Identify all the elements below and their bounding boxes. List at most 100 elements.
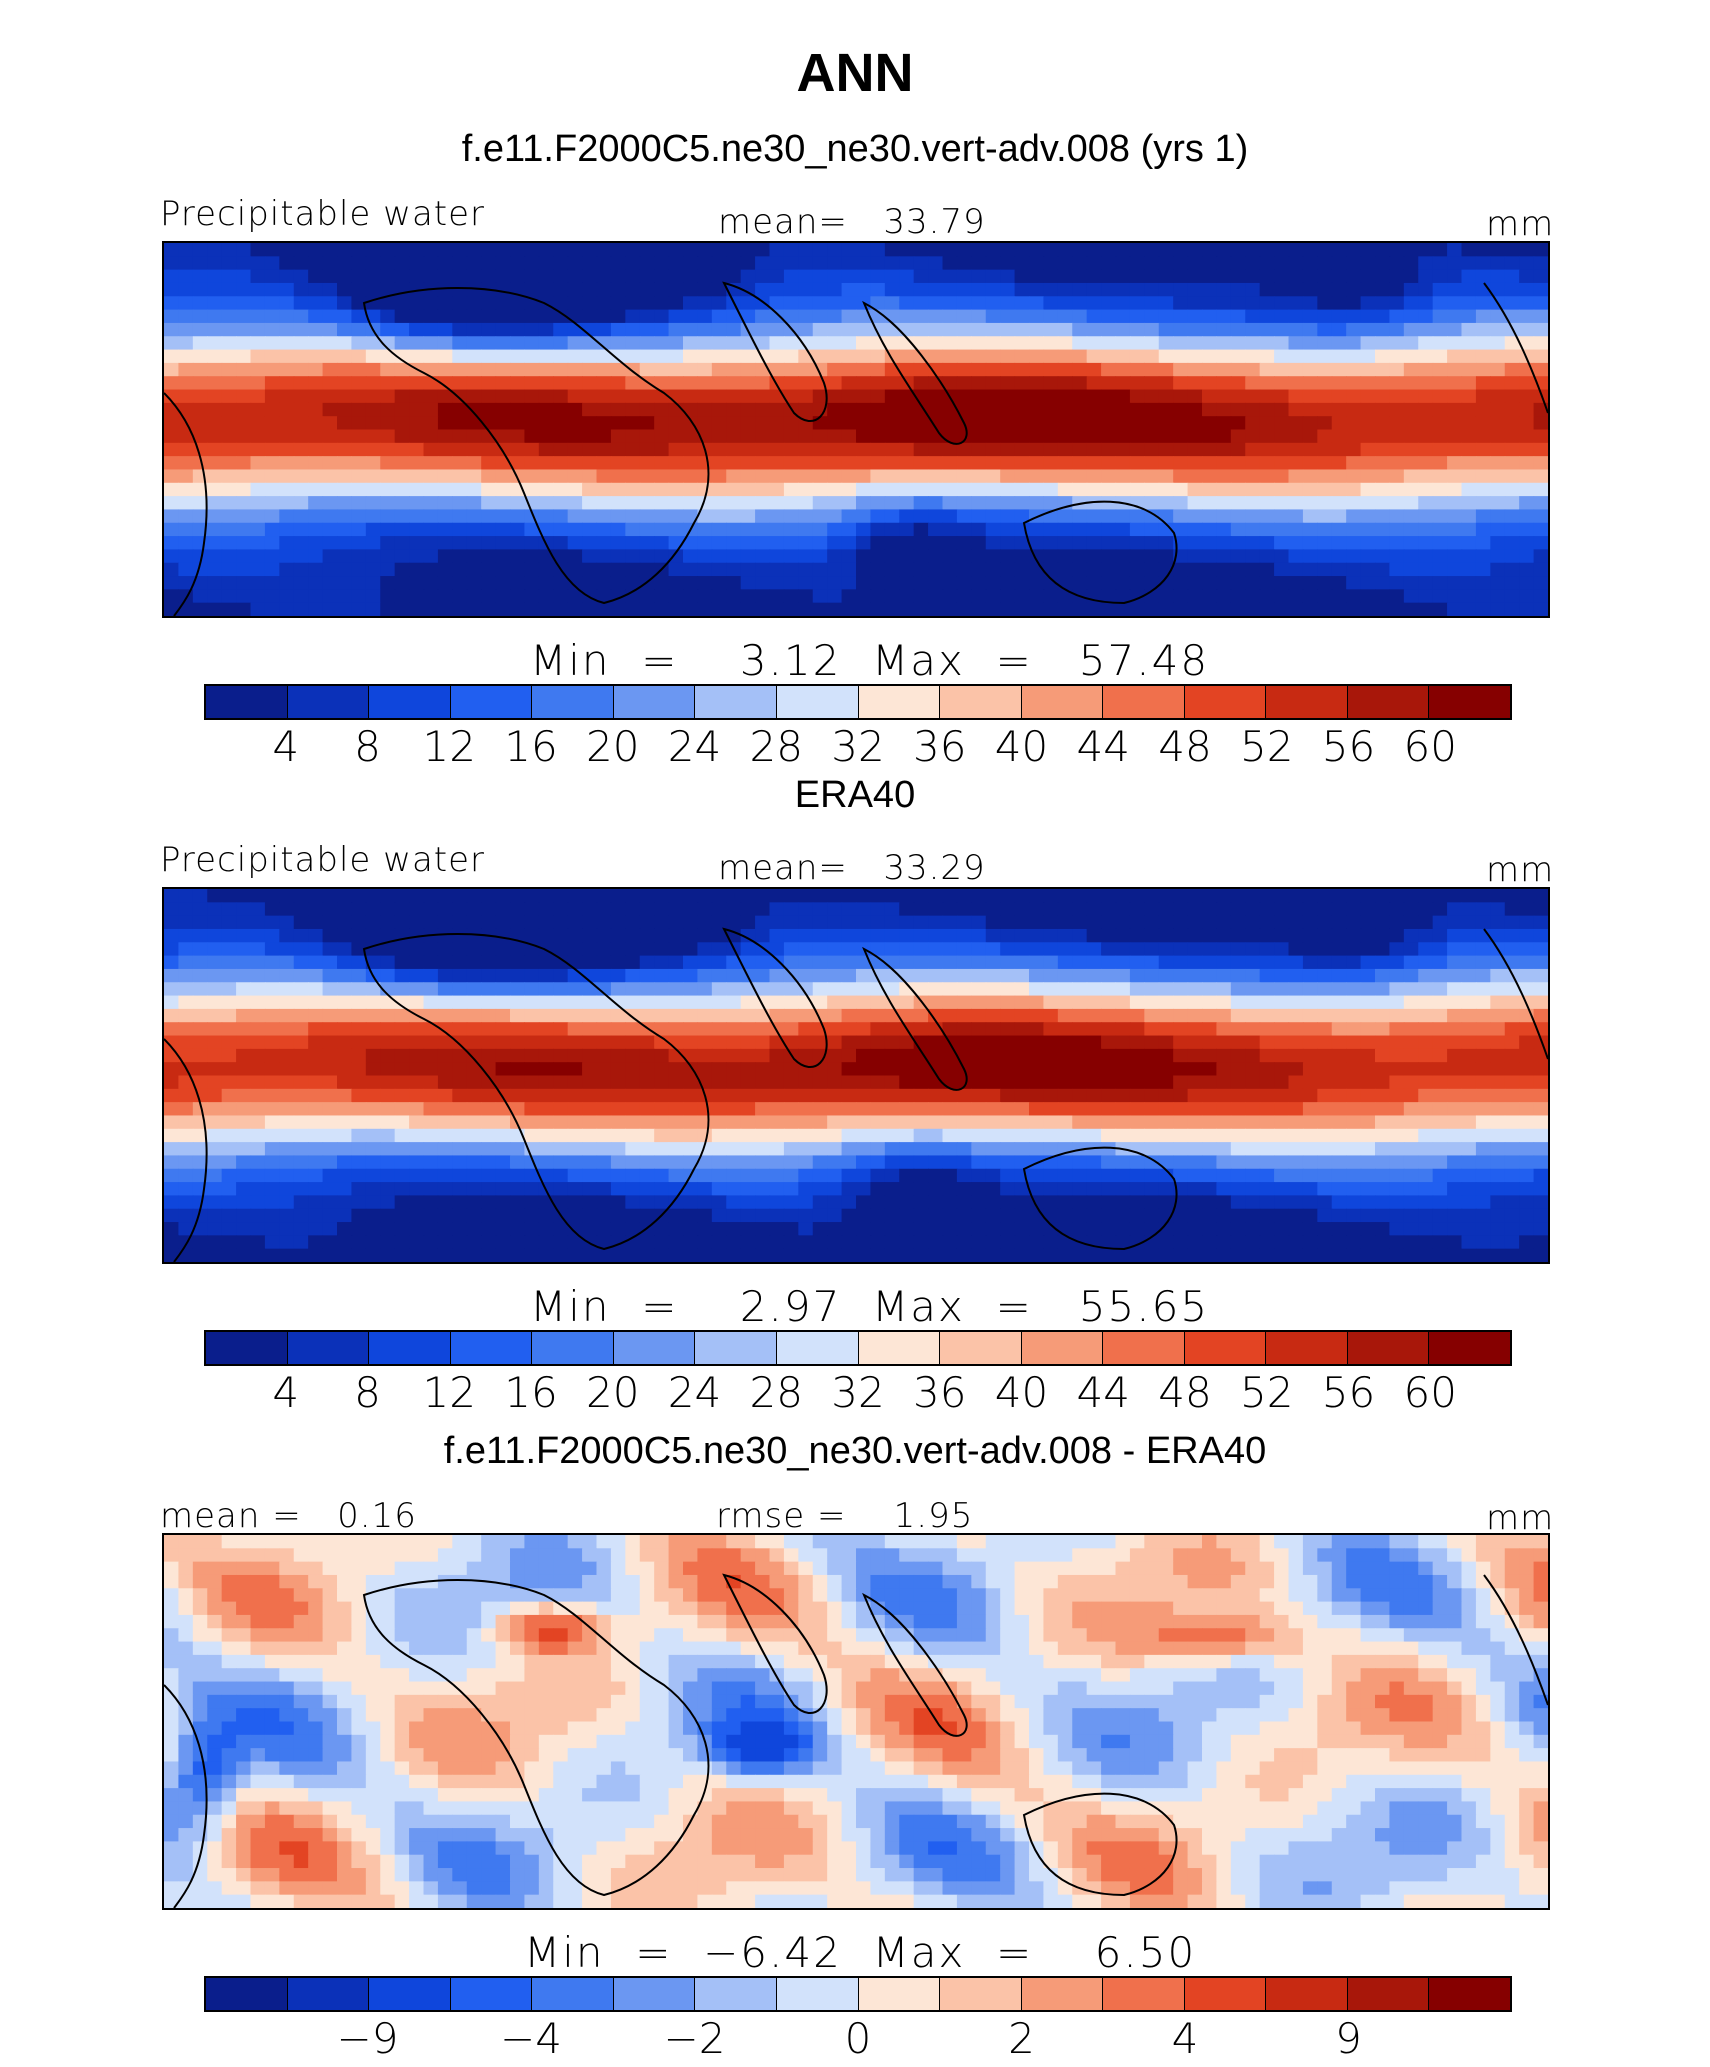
- field-cell: [942, 602, 958, 616]
- field-cell: [394, 1008, 410, 1023]
- field-cell: [524, 362, 540, 377]
- field-cell: [164, 968, 180, 983]
- field-cell: [740, 496, 756, 511]
- field-cell: [1187, 889, 1203, 903]
- field-cell: [827, 915, 843, 930]
- field-cell: [1519, 256, 1535, 271]
- field-cell: [610, 322, 626, 337]
- field-cell: [1259, 562, 1275, 577]
- field-cell: [596, 442, 612, 457]
- field-cell: [1375, 336, 1391, 351]
- field-cell: [1000, 982, 1016, 997]
- field-cell: [1447, 336, 1463, 351]
- field-cell: [1461, 509, 1477, 524]
- field-cell: [1331, 482, 1347, 497]
- field-cell: [971, 942, 987, 957]
- field-cell: [899, 1142, 915, 1157]
- field-cell: [1346, 336, 1362, 351]
- field-cell: [1101, 322, 1117, 337]
- field-cell: [798, 522, 814, 537]
- field-cell: [1346, 429, 1362, 444]
- field-cell: [164, 1142, 180, 1157]
- field-cell: [812, 1168, 828, 1183]
- field-cell: [293, 982, 309, 997]
- field-cell: [1331, 1048, 1347, 1063]
- field-cell: [971, 1088, 987, 1103]
- field-cell: [884, 296, 900, 311]
- field-cell: [1317, 928, 1333, 943]
- field-cell: [481, 269, 497, 284]
- field-cell: [985, 336, 1001, 351]
- field-cell: [971, 442, 987, 457]
- field-cell: [308, 389, 324, 404]
- field-cell: [466, 1048, 482, 1063]
- field-cell: [279, 256, 295, 271]
- field-cell: [1216, 509, 1232, 524]
- field-cell: [452, 1048, 468, 1063]
- field-cell: [1072, 915, 1088, 930]
- field-cell: [1086, 982, 1102, 997]
- field-cell: [841, 522, 857, 537]
- field-cell: [409, 469, 425, 484]
- field-cell: [164, 243, 180, 257]
- field-cell: [452, 482, 468, 497]
- field-cell: [264, 1022, 280, 1037]
- field-cell: [337, 416, 353, 431]
- field-cell: [1173, 322, 1189, 337]
- field-cell: [798, 1088, 814, 1103]
- field-cell: [1403, 496, 1419, 511]
- field-cell: [394, 1062, 410, 1077]
- field-cell: [856, 256, 872, 271]
- field-cell: [654, 576, 670, 590]
- field-cell: [1245, 928, 1261, 943]
- field-cell: [1533, 522, 1548, 537]
- field-cell: [1418, 889, 1434, 903]
- field-cell: [596, 902, 612, 917]
- field-cell: [1447, 589, 1463, 604]
- field-cell: [913, 902, 929, 917]
- field-cell: [884, 942, 900, 957]
- field-cell: [1475, 889, 1491, 903]
- field-cell: [553, 416, 569, 431]
- field-cell: [264, 1182, 280, 1196]
- field-cell: [264, 889, 280, 903]
- field-cell: [1115, 982, 1131, 997]
- field-cell: [971, 1102, 987, 1117]
- field-cell: [221, 469, 237, 484]
- field-cell: [1129, 576, 1145, 590]
- field-cell: [409, 269, 425, 284]
- field-cell: [1101, 889, 1117, 903]
- field-cell: [1317, 889, 1333, 903]
- field-cell: [711, 915, 727, 930]
- field-cell: [279, 915, 295, 930]
- field-cell: [956, 522, 972, 537]
- field-cell: [1187, 928, 1203, 943]
- field-cell: [279, 549, 295, 564]
- field-cell: [841, 549, 857, 564]
- field-cell: [1245, 955, 1261, 970]
- field-cell: [1504, 309, 1520, 324]
- field-cell: [1187, 469, 1203, 484]
- field-cell: [1000, 1155, 1016, 1170]
- field-cell: [1475, 1075, 1491, 1090]
- field-cell: [654, 1048, 670, 1063]
- field-cell: [582, 1008, 598, 1023]
- field-cell: [639, 1128, 655, 1143]
- field-cell: [1000, 1115, 1016, 1130]
- field-cell: [1129, 602, 1145, 616]
- field-cell: [1418, 322, 1434, 337]
- field-cell: [884, 1128, 900, 1143]
- field-cell: [1173, 1022, 1189, 1037]
- field-cell: [1461, 256, 1477, 271]
- field-cell: [1475, 402, 1491, 417]
- field-cell: [524, 322, 540, 337]
- field-cell: [178, 1128, 194, 1143]
- field-cell: [1000, 336, 1016, 351]
- field-cell: [481, 376, 497, 391]
- field-cell: [264, 968, 280, 983]
- field-cell: [279, 955, 295, 970]
- field-cell: [380, 1075, 396, 1090]
- field-cell: [1144, 509, 1160, 524]
- field-cell: [1057, 942, 1073, 957]
- field-cell: [769, 1062, 785, 1077]
